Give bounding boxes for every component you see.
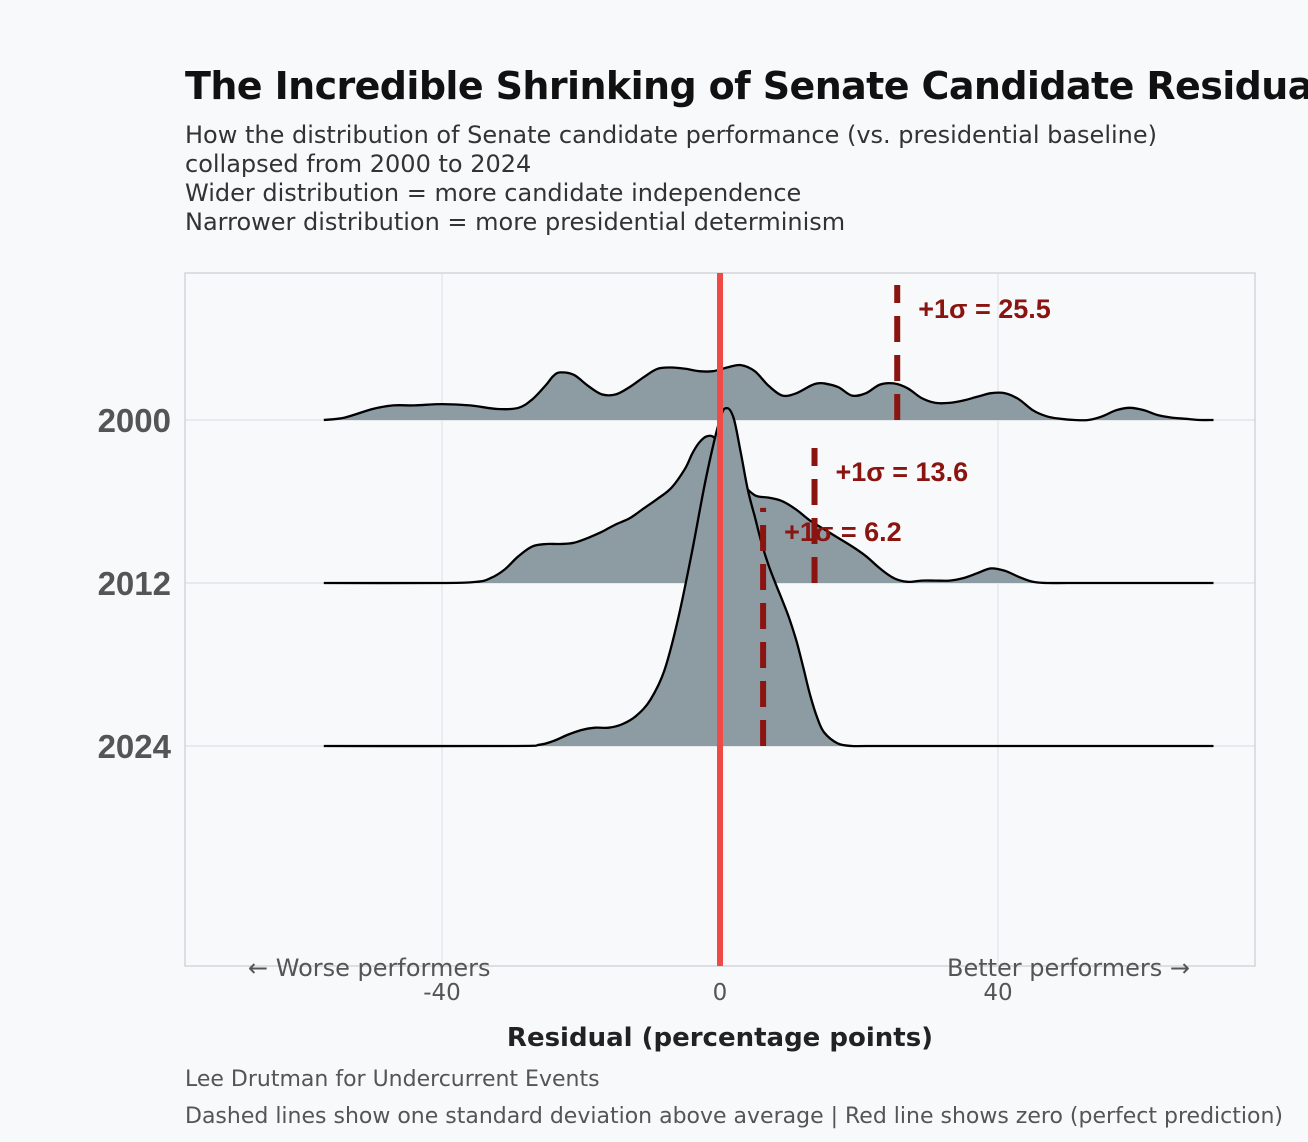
sigma-label: +1σ = 25.5 (918, 294, 1051, 324)
subtitle-line: collapsed from 2000 to 2024 (185, 150, 532, 178)
subtitle-line: Narrower distribution = more presidentia… (185, 208, 846, 236)
subtitle-line: Wider distribution = more candidate inde… (185, 179, 802, 207)
caption-author: Lee Drutman for Undercurrent Events (185, 1067, 600, 1092)
sigma-label: +1σ = 13.6 (836, 457, 969, 487)
x-axis-title: Residual (percentage points) (507, 1023, 933, 1053)
worse-performers-label: ← Worse performers (248, 954, 490, 982)
ridge-2024: +1σ = 6.2 (323, 406, 1214, 748)
density-area (323, 364, 1214, 421)
subtitle-line: How the distribution of Senate candidate… (185, 121, 1157, 149)
axes: 2000 2012 2024 -40 0 40 ← Worse performers Bett… (98, 402, 1190, 1053)
density-area (323, 435, 1214, 584)
caption-note: Dashed lines show one standard deviation… (185, 1104, 1283, 1129)
ridges: +1σ = 25.5 +1σ = 13.6 +1σ = 6.2 (323, 285, 1214, 748)
chart-subtitle: How the distribution of Senate candidate… (185, 121, 1157, 237)
x-tick-label: 40 (983, 980, 1012, 1006)
sigma-label: +1σ = 6.2 (784, 517, 902, 547)
y-tick-label: 2012 (98, 565, 171, 602)
x-tick-label: -40 (423, 980, 461, 1006)
y-tick-label: 2024 (98, 728, 172, 765)
better-performers-label: Better performers → (947, 954, 1190, 982)
chart-title: The Incredible Shrinking of Senate Candi… (185, 64, 1308, 108)
ridge-2012: +1σ = 13.6 (323, 434, 1214, 585)
y-tick-label: 2000 (98, 402, 171, 439)
density-area (323, 408, 1214, 747)
x-tick-label: 0 (713, 980, 728, 1006)
ridge-2000: +1σ = 25.5 (323, 285, 1214, 422)
density-curve (323, 406, 1214, 748)
density-curve (323, 363, 1214, 422)
